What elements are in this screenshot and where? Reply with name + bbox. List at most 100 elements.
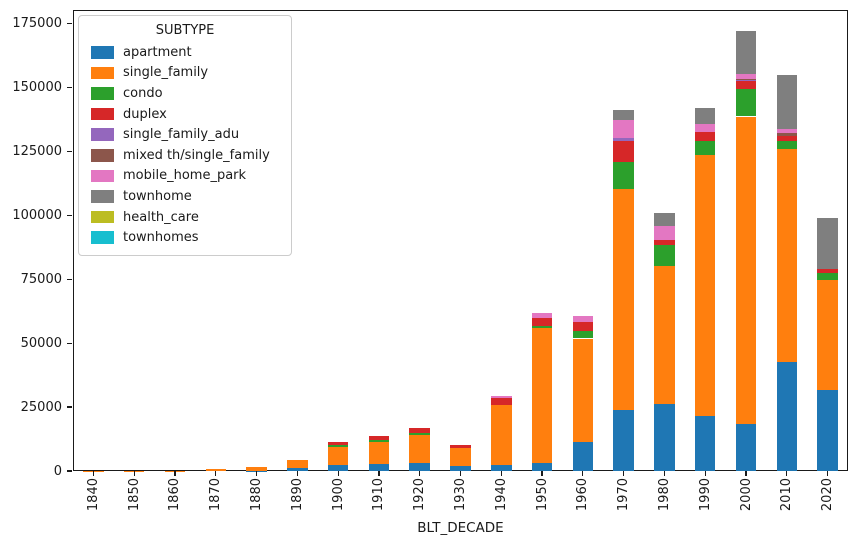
x-tick-label-1890: 1890 (289, 478, 305, 512)
bar-segment-1960-condo (572, 331, 594, 339)
x-tick-mark (133, 471, 135, 476)
x-tick-label-2010: 2010 (779, 478, 795, 512)
legend-rows: apartment single_family condo duplex single_… (79, 42, 291, 248)
bar-segment-2010-duplex (776, 135, 798, 141)
x-tick-mark (786, 471, 788, 476)
x-tick-label-2000: 2000 (738, 478, 754, 512)
bar-segment-1900-condo (327, 445, 349, 447)
x-tick-label-1980: 1980 (656, 478, 672, 512)
x-tick-mark (623, 471, 625, 476)
legend-swatch (91, 231, 114, 244)
x-tick-mark (745, 471, 747, 476)
bar-segment-1980-apartment (654, 403, 675, 471)
bar-segment-1940-single-family (491, 405, 512, 466)
bar-segment-1970-duplex (613, 141, 634, 162)
bar-segment-1900-duplex (327, 441, 349, 446)
y-tick-label: 175000 (12, 15, 62, 31)
bar-segment-1980-townhome (654, 212, 675, 226)
x-tick-mark (663, 471, 666, 476)
bar-segment-1970-townhome (613, 109, 634, 121)
bar-segment-1950-duplex (531, 318, 553, 326)
legend-item: townhomes (79, 227, 291, 248)
x-tick-label-1960: 1960 (575, 478, 591, 512)
bar-segment-2000-mixed-th-single-family (735, 78, 757, 80)
y-tick-mark (67, 86, 72, 88)
bar-segment-1980-single-family (654, 265, 675, 404)
bar-segment-2000-duplex (735, 81, 757, 90)
legend-item: single_family (79, 63, 291, 84)
bar-segment-1970-condo (613, 162, 634, 190)
legend-item-label: mixed th/single_family (123, 147, 270, 163)
legend-item-label: single_family (123, 65, 209, 81)
legend-swatch (91, 87, 114, 100)
bar-segment-1900-apartment (327, 465, 349, 471)
x-tick-label-1870: 1870 (208, 478, 224, 512)
bar-segment-1890-single-family (287, 459, 308, 469)
bar-segment-2020-duplex (817, 269, 838, 274)
x-tick-label-1920: 1920 (412, 478, 428, 512)
bar-segment-1940-apartment (491, 465, 512, 471)
bar-segment-1970-apartment (613, 409, 634, 471)
bar-segment-2020-townhome (817, 217, 838, 270)
y-tick-label: 125000 (12, 143, 62, 159)
bar-segment-1990-apartment (694, 416, 716, 471)
legend-swatch (91, 149, 114, 162)
y-tick-mark (67, 214, 72, 216)
bar-segment-2010-mixed-th-single-family (776, 132, 798, 136)
legend-item-label: mobile_home_park (123, 168, 247, 184)
x-tick-label-1840: 1840 (85, 478, 101, 512)
y-tick-label: 50000 (20, 335, 62, 351)
bar-segment-1980-duplex (654, 239, 675, 245)
y-tick-mark (67, 150, 72, 152)
bar-segment-2010-single-family (776, 149, 798, 362)
bar-segment-1910-single-family (368, 442, 390, 465)
x-tick-mark (174, 471, 176, 476)
x-tick-mark (459, 471, 462, 476)
bar-segment-1950-single-family (531, 328, 553, 463)
y-tick-mark (67, 470, 72, 472)
y-tick-mark (67, 278, 72, 280)
bar-segment-1940-mobile-home-park (491, 396, 512, 399)
bar-segment-1990-duplex (694, 132, 716, 141)
legend-item-label: single_family_adu (123, 127, 240, 143)
bar-segment-2000-single-family (735, 116, 757, 424)
x-tick-label-1950: 1950 (534, 478, 550, 512)
legend-swatch (91, 210, 114, 224)
y-tick-label: 150000 (12, 79, 62, 95)
bar-segment-1920-apartment (409, 462, 430, 471)
bar-segment-2000-townhome (735, 30, 757, 75)
bar-segment-2020-condo (817, 273, 838, 280)
bar-segment-2000-condo (735, 89, 757, 117)
bar-segment-1940-duplex (491, 398, 512, 405)
x-tick-mark (378, 471, 380, 476)
bar-segment-1990-townhome (694, 107, 716, 125)
x-tick-label-1880: 1880 (249, 478, 265, 512)
x-tick-label-2020: 2020 (820, 478, 836, 512)
bar-segment-1930-apartment (450, 465, 471, 471)
x-tick-mark (500, 471, 502, 476)
legend-item: health_care (79, 207, 291, 228)
bar-segment-1910-condo (368, 440, 390, 443)
legend-item-label: health_care (123, 209, 199, 225)
bar-segment-1870-single-family (205, 469, 226, 471)
legend-title: SUBTYPE (155, 23, 215, 38)
y-tick-label: 100000 (12, 207, 62, 223)
legend-item-label: townhomes (123, 230, 199, 246)
bar-segment-1890-apartment (287, 468, 308, 471)
legend: SUBTYPE apartment single_family condo duple… (78, 15, 292, 256)
x-axis-title: BLT_DECADE (417, 520, 504, 536)
bar-segment-1990-mobile-home-park (694, 124, 716, 133)
x-tick-mark (541, 471, 543, 476)
bar-segment-1880-single-family (246, 467, 267, 471)
bar-segment-1920-duplex (409, 428, 430, 434)
bar-segment-2010-townhome (776, 75, 798, 130)
bar-segment-1930-single-family (450, 448, 471, 466)
bar-segment-1920-condo (409, 433, 430, 436)
legend-item: single_family_adu (79, 124, 291, 145)
bar-segment-1900-single-family (327, 446, 349, 466)
bar-segment-1970-single-family-adu (613, 137, 634, 142)
bar-segment-2020-single-family (817, 279, 838, 390)
bar-segment-1950-apartment (531, 462, 553, 471)
bar-segment-1960-single-family (572, 338, 594, 442)
legend-item: condo (79, 83, 291, 104)
